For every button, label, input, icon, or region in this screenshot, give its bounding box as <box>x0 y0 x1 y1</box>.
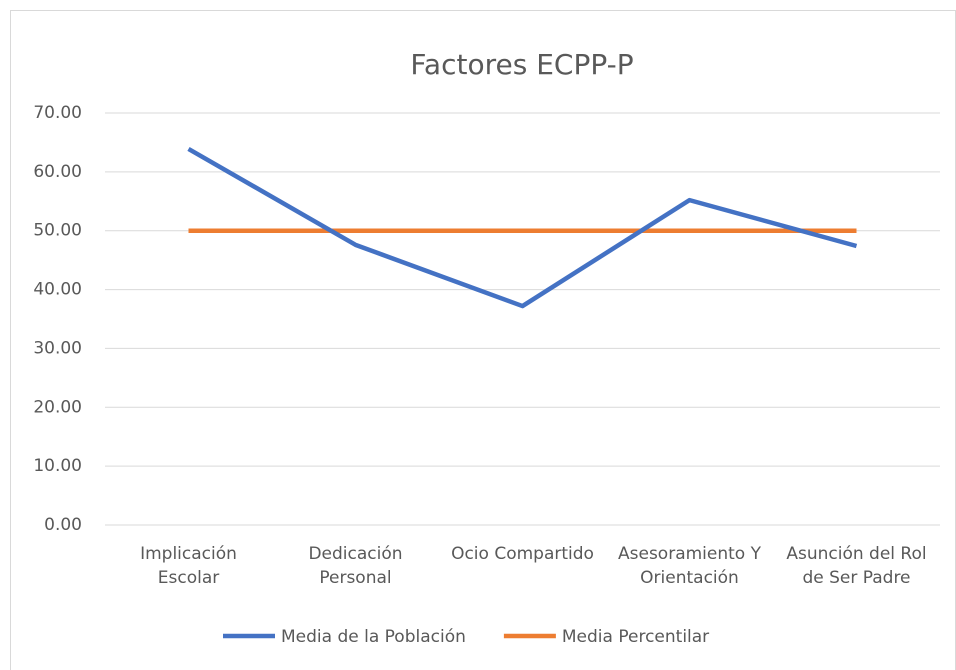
x-tick-label: Dedicación Personal <box>308 544 402 588</box>
chart-border <box>10 10 956 670</box>
y-tick-label: 60.00 <box>33 162 82 182</box>
y-tick-label: 20.00 <box>33 397 82 417</box>
y-tick-label: 50.00 <box>33 221 82 241</box>
y-tick-label: 0.00 <box>44 515 82 535</box>
x-tick-label: Asesoramiento Y Orientación <box>618 544 762 588</box>
series-line <box>187 146 858 309</box>
y-tick-label: 30.00 <box>33 338 82 358</box>
x-tick-label: Implicación Escolar <box>140 544 237 588</box>
y-tick-label: 40.00 <box>33 280 82 300</box>
x-tick-label: Asunción del Rol de Ser Padre <box>786 544 926 588</box>
y-tick-label: 70.00 <box>33 103 82 123</box>
chart-title: Factores ECPP-P <box>410 48 633 81</box>
legend-label: Media de la Población <box>281 627 466 647</box>
legend-label: Media Percentilar <box>562 627 709 647</box>
y-tick-label: 10.00 <box>33 456 82 476</box>
x-tick-label: Ocio Compartido <box>451 544 594 564</box>
